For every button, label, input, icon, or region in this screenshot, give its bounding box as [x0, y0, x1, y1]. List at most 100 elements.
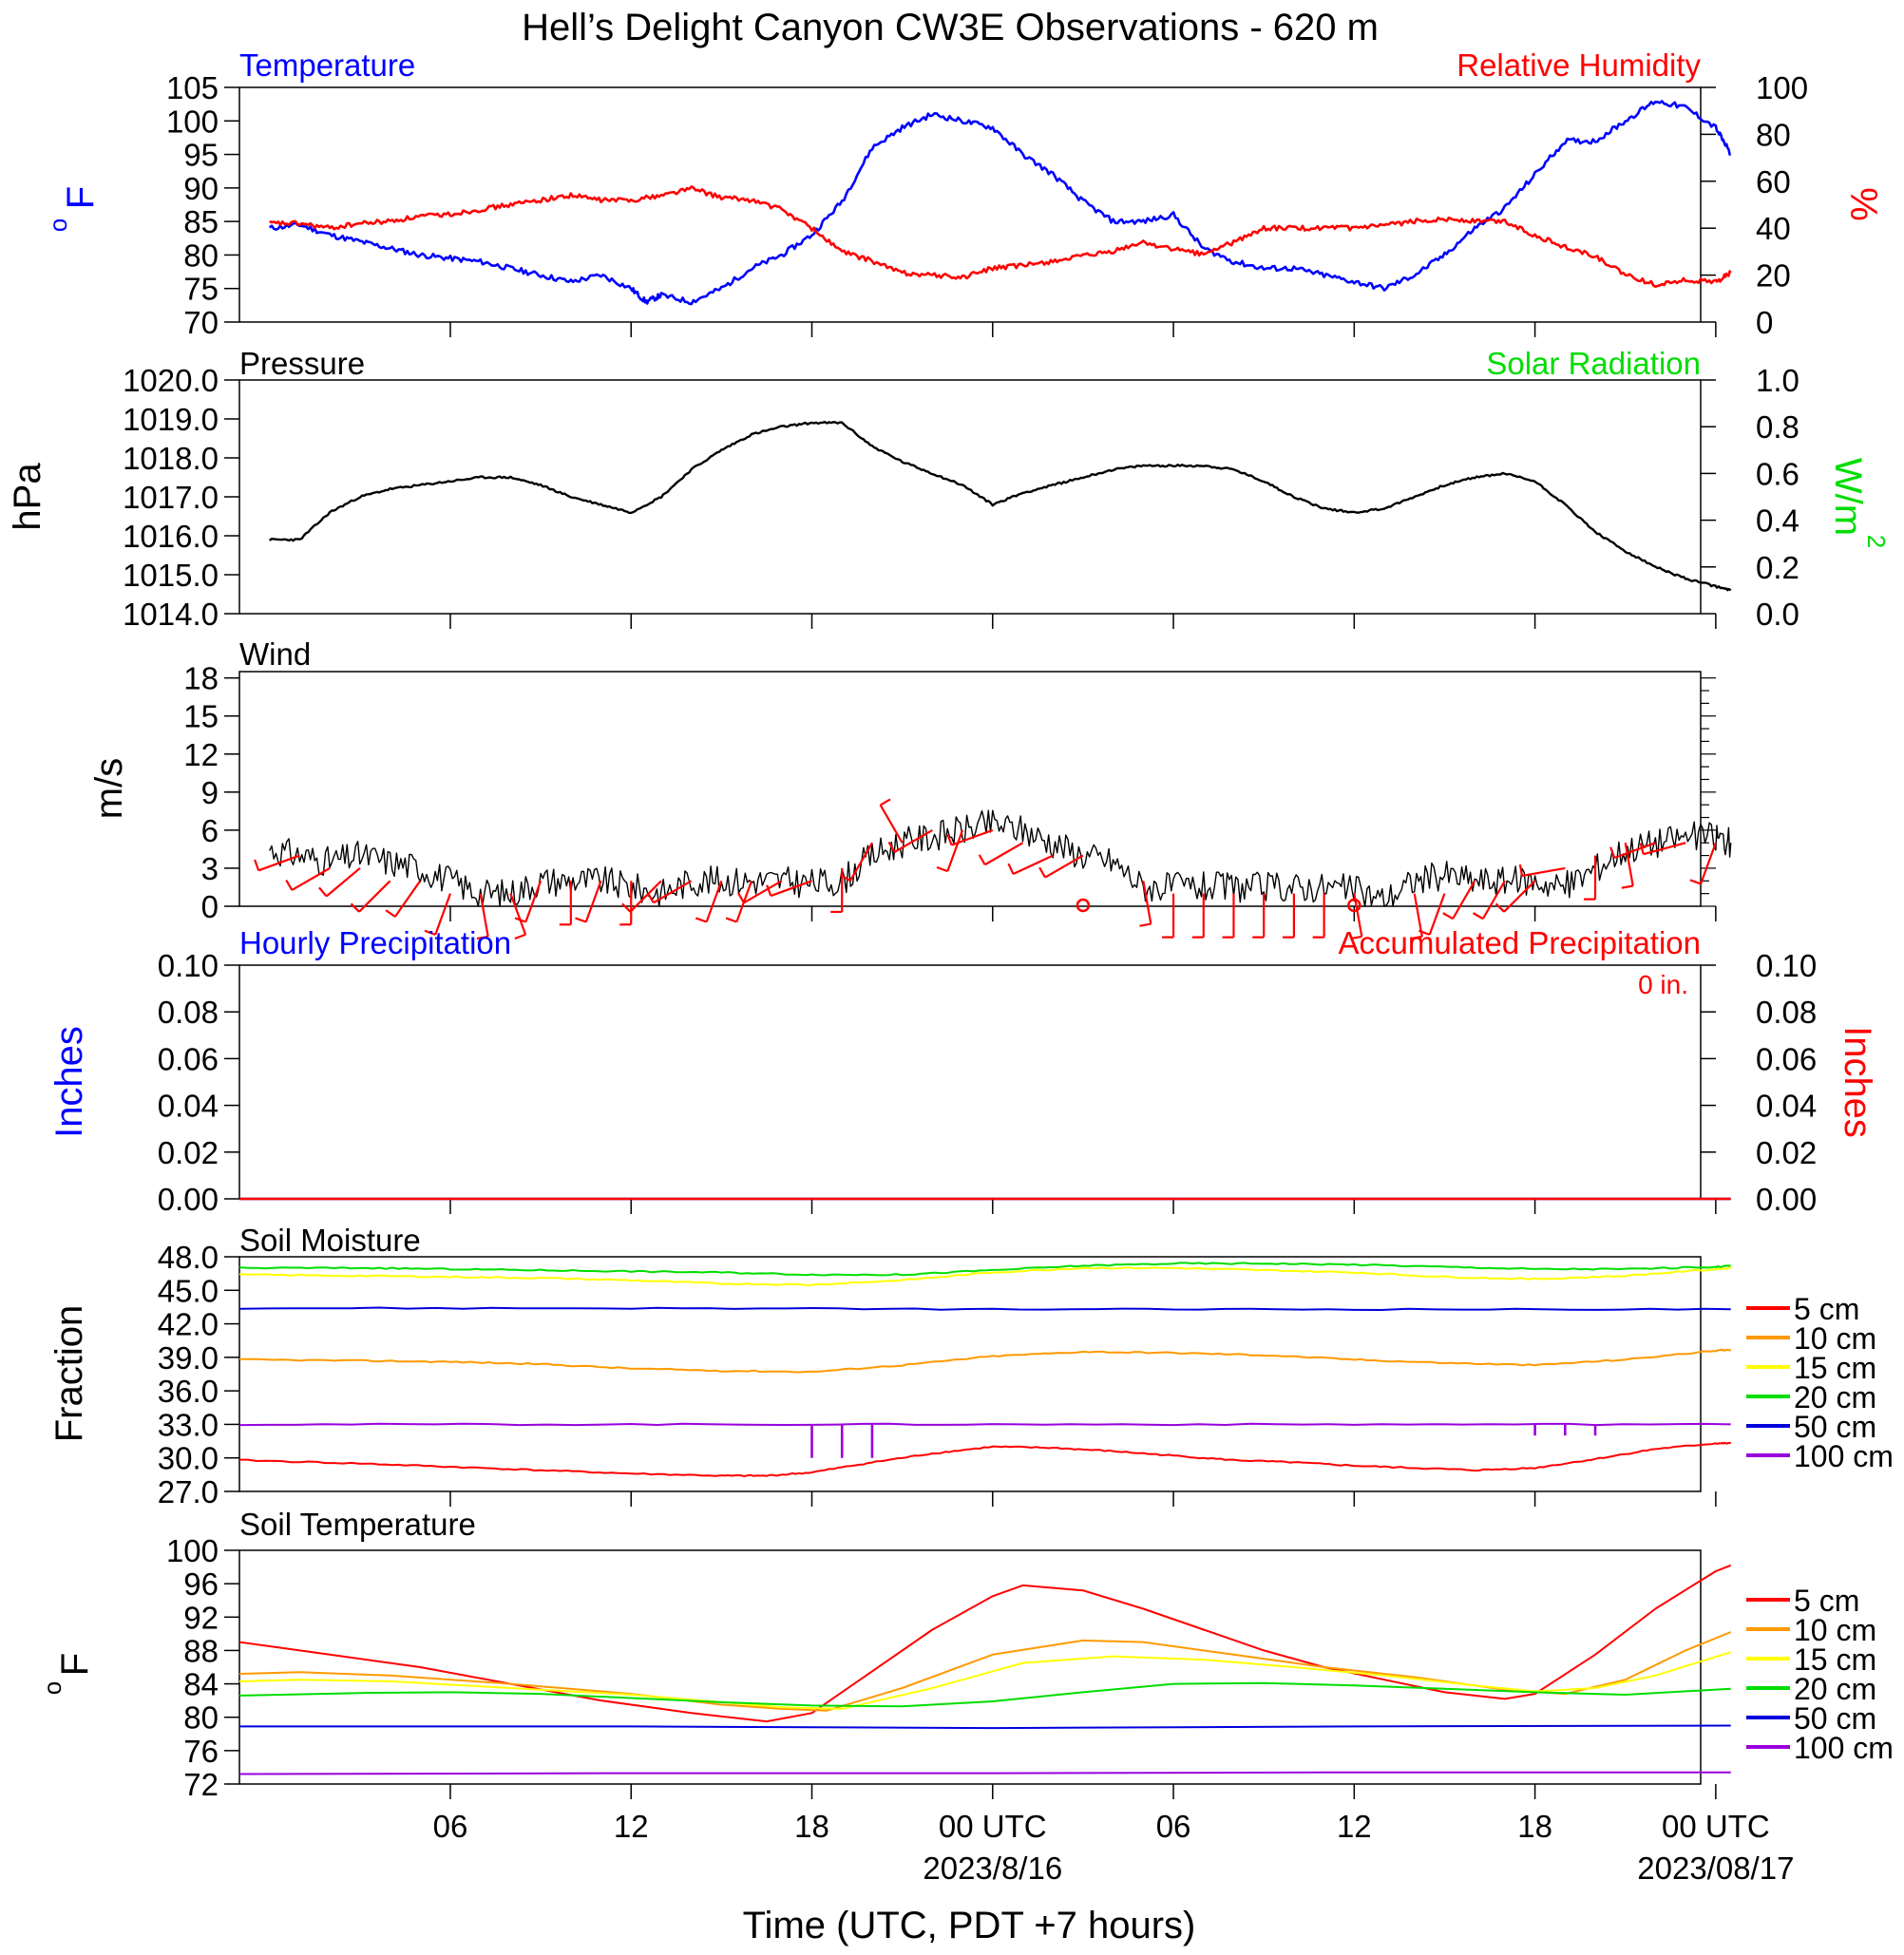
panel-title-soil-moisture: Soil Moisture	[239, 1223, 421, 1258]
legend-label: 15 cm	[1794, 1351, 1876, 1385]
y-tick-label: 0.06	[1756, 1041, 1817, 1076]
series-line-soiltemp-5cm	[238, 1564, 1732, 1723]
legend-entry: 5 cm	[1746, 1584, 1859, 1618]
y-tick-label: 40	[1756, 211, 1791, 246]
accum-precip-total: 0 in.	[1638, 970, 1688, 999]
y-tick-label: 0.04	[158, 1089, 219, 1124]
legend-label: 10 cm	[1794, 1321, 1876, 1356]
ylabel-accum-precip: Inches	[1837, 1026, 1878, 1138]
legend-label: 10 cm	[1794, 1613, 1876, 1647]
panel-frame	[238, 86, 1702, 323]
wind-barb	[887, 828, 933, 853]
y-tick-label: 1018.0	[123, 441, 219, 476]
panel-title-humidity: Relative Humidity	[1457, 47, 1701, 83]
wind-barb	[1418, 893, 1446, 936]
wind-barb	[737, 880, 783, 904]
y-tick-label: 18	[183, 661, 219, 696]
y-ticks-accum-precip: 0.00 0.02 0.04 0.06 0.08 0.10	[1701, 948, 1817, 1217]
wind-barb	[1007, 854, 1054, 876]
legend-entry: 100 cm	[1746, 1439, 1894, 1473]
wind-barb	[1222, 893, 1235, 939]
y-tick-label: 12	[183, 737, 219, 772]
y-tick-label: 0.00	[1756, 1182, 1817, 1217]
y-tick-label: 0.00	[158, 1182, 219, 1217]
legend-label: 100 cm	[1794, 1731, 1894, 1765]
y-ticks-solar: 0.0 0.2 0.4 0.6 0.8 1.0	[1701, 363, 1799, 632]
wind-barb	[1312, 893, 1325, 939]
ylabel-pressure: hPa	[7, 463, 48, 531]
plot-area-wind	[254, 798, 1732, 940]
x-tick-label: 18	[794, 1809, 829, 1844]
y-tick-label: 60	[1756, 164, 1791, 199]
series-line-relative-humidity	[269, 185, 1732, 289]
panel-title-pressure: Pressure	[239, 346, 365, 381]
x-date-label: 2023/08/17	[1637, 1851, 1794, 1886]
ylabel-temperature-sup: o	[44, 218, 72, 232]
x-tick-label: 12	[614, 1809, 649, 1844]
y-tick-label: 100	[166, 1533, 219, 1568]
wind-barb	[350, 880, 391, 913]
wind-barb	[559, 881, 572, 926]
panel-title-accum-precip: Accumulated Precipitation	[1338, 925, 1701, 960]
legend-label: 50 cm	[1794, 1410, 1876, 1444]
legend-label: 100 cm	[1794, 1439, 1894, 1473]
y-tick-label: 0.8	[1756, 409, 1799, 445]
y-tick-label: 84	[183, 1667, 219, 1702]
y-tick-label: 75	[183, 272, 219, 307]
y-tick-label: 45.0	[158, 1273, 219, 1308]
chart-title: Hell’s Delight Canyon CW3E Observations …	[522, 7, 1379, 48]
plot-area-temperature-humidity	[268, 100, 1732, 337]
wind-barb	[514, 880, 543, 923]
legend-entry: 50 cm	[1746, 1410, 1876, 1444]
wind-barb	[385, 880, 422, 918]
y-tick-label: 0.10	[1756, 948, 1817, 983]
legend-entry: 20 cm	[1746, 1380, 1876, 1414]
legend-entry: 5 cm	[1746, 1292, 1859, 1326]
y-tick-label: 80	[183, 237, 219, 273]
y-tick-label: 0.06	[158, 1041, 219, 1076]
legend-label: 20 cm	[1794, 1672, 1876, 1706]
y-tick-label: 70	[183, 305, 219, 340]
ylabel-wind: m/s	[88, 758, 130, 819]
y-tick-label: 88	[183, 1633, 219, 1668]
ylabel-hourly-precip: Inches	[48, 1026, 90, 1138]
series-line-wind-speed	[269, 809, 1732, 907]
series-line-moisture-100cm	[238, 1422, 1731, 1427]
y-tick-label: 0	[1756, 305, 1773, 340]
y-tick-label: 0.10	[158, 948, 219, 983]
wind-barb	[1442, 880, 1476, 921]
x-tick-label: 12	[1337, 1809, 1372, 1844]
y-tick-label: 0.6	[1756, 456, 1799, 491]
x-tick-label: 06	[1156, 1809, 1191, 1844]
wind-barb	[575, 880, 602, 923]
wind-barb	[879, 798, 904, 844]
y-tick-label: 30.0	[158, 1441, 219, 1476]
wind-barb	[1518, 864, 1566, 878]
wind-barb	[1495, 880, 1536, 913]
x-tick-label: 00 UTC	[939, 1809, 1047, 1844]
x-tick-label: 06	[433, 1809, 468, 1844]
series-line-moisture-20cm	[238, 1262, 1731, 1277]
wind-barb	[1191, 893, 1205, 939]
wind-barb	[285, 866, 331, 891]
legend-label: 5 cm	[1794, 1584, 1859, 1618]
y-ticks-pressure: 1014.0 1015.0 1016.0 1017.0 1018.0 1019.0 1020…	[123, 363, 239, 632]
y-tick-label: 92	[183, 1600, 219, 1635]
wind-barb	[1621, 843, 1634, 889]
legend-label: 50 cm	[1794, 1701, 1876, 1736]
wind-barb	[978, 842, 1024, 866]
plot-area-precipitation	[239, 1197, 1731, 1214]
y-tick-label: 0.02	[1756, 1135, 1817, 1170]
legend-entry: 20 cm	[1746, 1672, 1876, 1706]
ylabel-soil-temp: F	[54, 1653, 96, 1676]
y-tick-label: 0.4	[1756, 503, 1799, 539]
panel-frame	[238, 1549, 1702, 1785]
series-line-soiltemp-100cm	[238, 1771, 1731, 1775]
series-line-moisture-50cm	[238, 1306, 1731, 1311]
legend-label: 20 cm	[1794, 1380, 1876, 1414]
wind-barb	[1282, 893, 1295, 939]
y-tick-label: 1019.0	[123, 402, 219, 437]
wind-barb	[1472, 880, 1506, 921]
wind-barb	[621, 880, 662, 913]
